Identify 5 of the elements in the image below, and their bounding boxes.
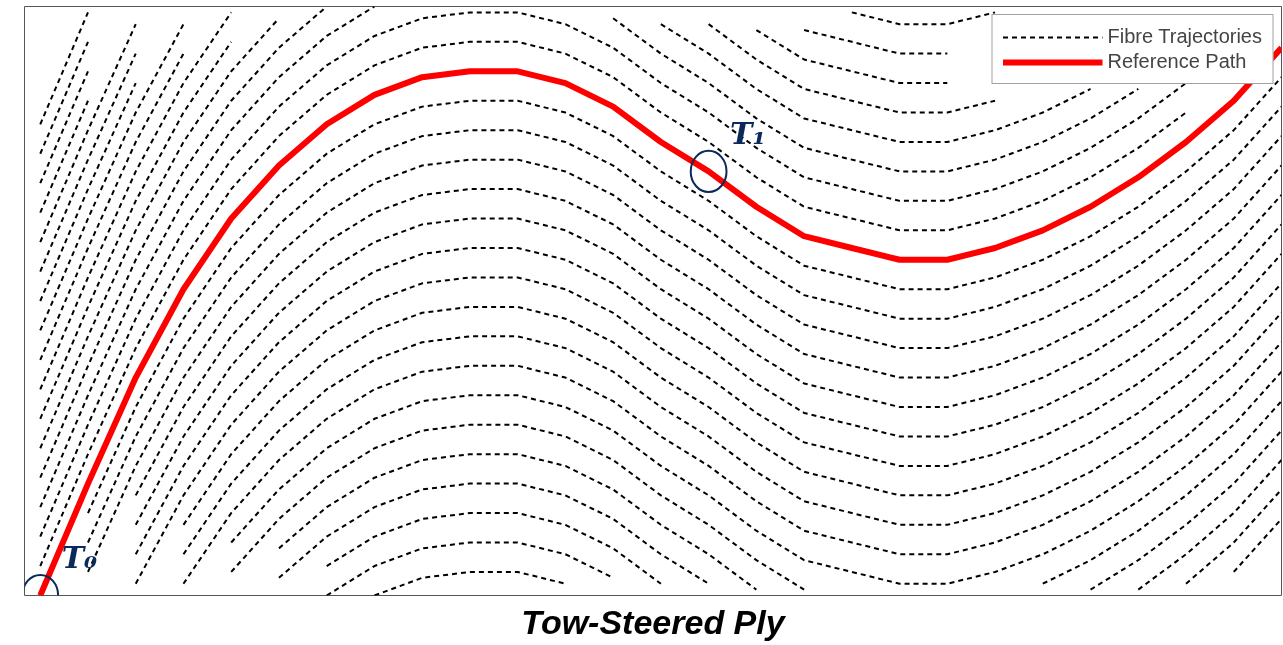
x-axis-title: Tow-Steered Ply [521,602,787,641]
annotation: T₀ [61,539,98,575]
legend-label: Reference Path [1107,50,1247,73]
annotation: T₁ [730,115,766,151]
legend-label: Fibre Trajectories [1107,25,1262,48]
